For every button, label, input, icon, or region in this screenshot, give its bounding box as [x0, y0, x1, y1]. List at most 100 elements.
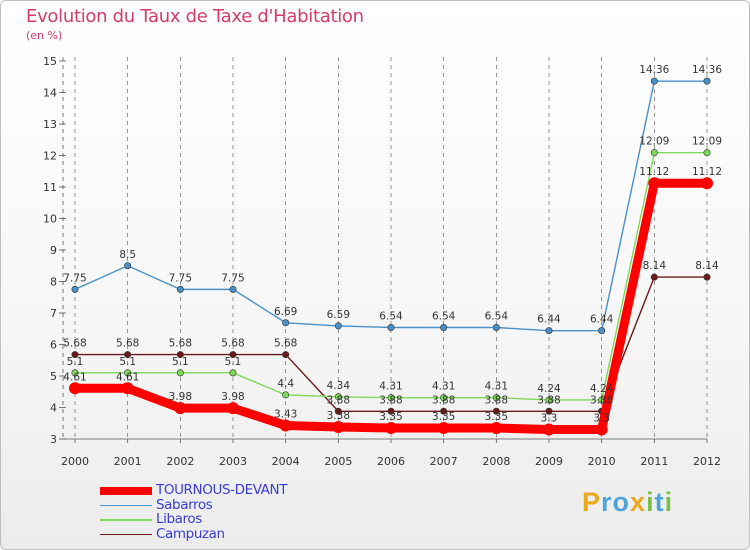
data-label-tournous-devant: 3.98 — [169, 391, 192, 403]
data-label-tournous-devant: 11.12 — [639, 166, 669, 178]
data-point-campuzan — [440, 407, 448, 415]
x-tick-label: 2000 — [61, 455, 89, 468]
series-line-sabarros — [74, 80, 708, 332]
y-tick-label: 15 — [43, 55, 57, 68]
data-label-campuzan: 3.88 — [327, 394, 350, 406]
y-tick-label: 6 — [50, 339, 57, 352]
data-point-sabarros — [124, 262, 132, 270]
data-point-libaros — [440, 394, 448, 402]
legend-swatch — [100, 519, 152, 521]
x-tick-label: 2003 — [219, 455, 247, 468]
data-point-campuzan — [492, 407, 500, 415]
data-label-campuzan: 8.14 — [695, 260, 719, 272]
logo-letter: x — [630, 487, 647, 517]
y-tick-label: 7 — [50, 307, 57, 320]
data-label-libaros: 5.1 — [172, 356, 189, 368]
data-point-campuzan — [229, 351, 237, 359]
x-tick-label: 2004 — [272, 455, 300, 468]
x-tick-label: 2010 — [588, 455, 616, 468]
data-point-tournous-devant — [121, 382, 134, 395]
x-tick-label: 2009 — [535, 455, 563, 468]
data-point-tournous-devant — [279, 419, 292, 432]
logo-letter: r — [601, 487, 613, 517]
data-point-libaros — [545, 396, 553, 404]
data-point-tournous-devant — [543, 423, 555, 436]
data-point-sabarros — [598, 327, 606, 335]
y-tick-label: 4 — [50, 402, 57, 415]
data-point-libaros — [124, 369, 132, 377]
data-label-libaros: 4.34 — [327, 380, 351, 392]
data-point-libaros — [334, 393, 342, 401]
logo-letter: o — [612, 487, 631, 517]
data-label-campuzan: 3.88 — [432, 394, 455, 406]
data-point-campuzan — [387, 407, 395, 415]
data-label-libaros: 4.24 — [590, 383, 614, 395]
data-label-tournous-devant: 11.12 — [692, 166, 722, 178]
data-label-campuzan: 5.68 — [169, 338, 192, 350]
data-point-campuzan — [545, 407, 553, 415]
data-point-tournous-devant — [701, 177, 713, 190]
y-tick-label: 14 — [43, 87, 57, 100]
logo-letter: i — [646, 487, 655, 517]
data-label-sabarros: 6.44 — [590, 314, 614, 326]
y-tick-label: 13 — [43, 118, 57, 131]
legend-label: Libaros — [156, 511, 202, 527]
data-label-sabarros: 7.75 — [63, 272, 86, 284]
data-label-campuzan: 5.68 — [63, 338, 86, 350]
data-label-tournous-devant: 3.3 — [541, 413, 558, 425]
data-point-campuzan — [703, 273, 711, 281]
data-point-tournous-devant — [648, 177, 661, 190]
data-point-sabarros — [492, 323, 500, 331]
data-label-sabarros: 6.44 — [537, 314, 561, 326]
legend-label: Sabarros — [156, 496, 213, 513]
data-point-libaros — [650, 149, 658, 157]
data-label-sabarros: 6.69 — [274, 306, 297, 318]
data-point-sabarros — [650, 77, 658, 85]
data-point-campuzan — [334, 407, 342, 415]
x-tick-label: 2012 — [693, 455, 721, 468]
data-point-libaros — [492, 394, 500, 402]
data-point-sabarros — [282, 319, 290, 327]
proxiti-logo: Proxiti — [582, 487, 673, 518]
data-point-campuzan — [124, 351, 132, 359]
logo-letter: i — [664, 487, 674, 517]
y-tick-label: 5 — [50, 370, 57, 383]
data-label-sabarros: 6.54 — [432, 310, 456, 322]
data-label-libaros: 5.1 — [67, 356, 84, 368]
x-tick-label: 2002 — [166, 455, 194, 468]
data-point-libaros — [282, 391, 290, 399]
data-point-tournous-devant — [227, 402, 239, 415]
data-label-tournous-devant: 3.98 — [221, 391, 244, 403]
x-tick-label: 2008 — [482, 455, 510, 468]
data-label-libaros: 5.1 — [225, 356, 242, 368]
chart-title: Evolution du Taux de Taxe d'Habitation — [26, 6, 364, 27]
data-label-sabarros: 14.36 — [692, 64, 722, 76]
data-label-libaros: 12.09 — [639, 136, 669, 148]
data-point-campuzan — [176, 351, 184, 359]
logo-letter: P — [582, 487, 602, 517]
data-point-sabarros — [176, 285, 184, 293]
data-label-campuzan: 3.88 — [590, 394, 613, 406]
data-label-tournous-devant: 3.35 — [379, 411, 402, 423]
data-point-tournous-devant — [595, 423, 608, 436]
data-label-tournous-devant: 3.35 — [432, 411, 455, 423]
x-tick-label: 2007 — [430, 455, 458, 468]
data-label-libaros: 4.31 — [485, 381, 508, 393]
y-tick-label: 10 — [43, 213, 57, 226]
y-tick-label: 11 — [43, 181, 57, 194]
legend-swatch — [100, 487, 152, 495]
data-point-tournous-devant — [437, 421, 450, 434]
data-point-tournous-devant — [385, 421, 397, 434]
data-label-tournous-devant: 4.61 — [63, 371, 86, 383]
data-point-sabarros — [387, 323, 395, 331]
data-label-campuzan: 3.88 — [485, 394, 508, 406]
data-point-sabarros — [229, 285, 237, 293]
data-label-libaros: 4.31 — [432, 381, 455, 393]
data-label-libaros: 4.31 — [379, 381, 402, 393]
data-label-libaros: 12.09 — [692, 136, 722, 148]
legend-swatch — [100, 533, 152, 536]
data-label-campuzan: 5.68 — [116, 338, 139, 350]
data-label-campuzan: 8.14 — [643, 260, 667, 272]
